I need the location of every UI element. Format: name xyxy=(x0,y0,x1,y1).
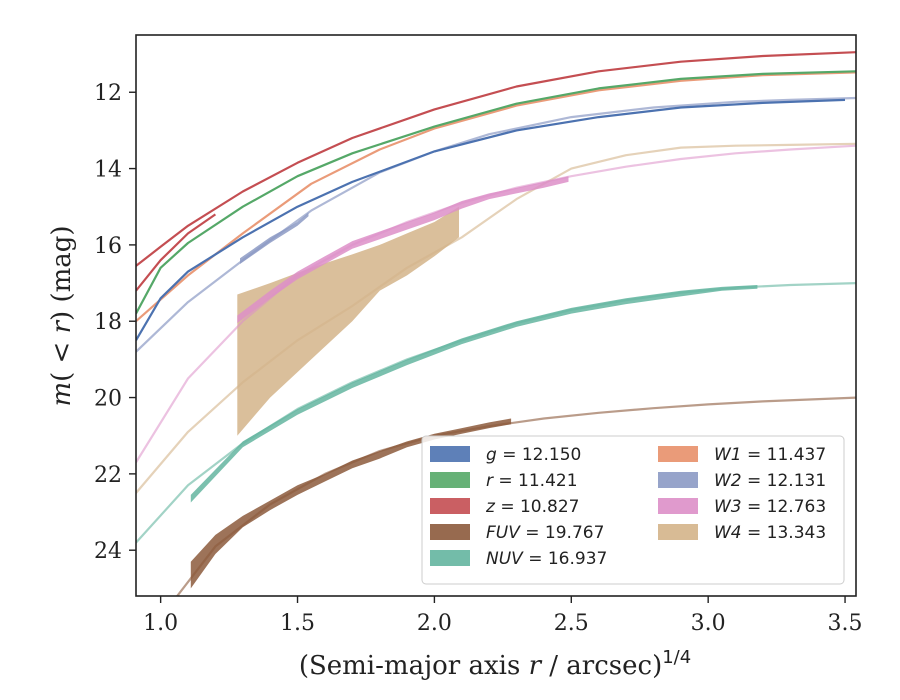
legend-box xyxy=(421,435,845,585)
series-line-nuv xyxy=(136,282,856,544)
y-tick-label: 16 xyxy=(94,234,122,259)
series-band-w4 xyxy=(237,206,459,436)
series-line-fuv xyxy=(175,396,856,596)
legend-label-nuv: NUV = 16.937 xyxy=(486,549,607,569)
legend-swatch-r xyxy=(430,472,470,488)
y-tick-label: 12 xyxy=(94,81,122,106)
x-tick-label: 3.0 xyxy=(691,611,726,636)
x-tick-label: 2.0 xyxy=(417,611,452,636)
legend-label-z: z = 10.827 xyxy=(485,497,579,517)
ticks-layer: 1.0 1.5 2.0 2.5 3.0 3.5 12 14 16 18 20 22 24 xyxy=(94,81,863,636)
y-axis-label: m( < r) (mag) xyxy=(47,225,77,406)
y-tick-label: 24 xyxy=(94,539,122,564)
x-tick-label: 3.5 xyxy=(828,611,863,636)
legend-label-g: g = 12.150 xyxy=(486,445,581,465)
series-line-w1 xyxy=(136,71,856,323)
legend-swatch-fuv xyxy=(430,524,470,540)
series-line-w4 xyxy=(136,142,856,494)
series-line-z-inner xyxy=(136,213,217,292)
legend-label-w2: W2 = 12.131 xyxy=(714,471,826,491)
y-tick-label: 22 xyxy=(94,463,122,488)
legend-label-w4: W4 = 13.343 xyxy=(714,523,826,543)
x-tick-label: 2.5 xyxy=(554,611,589,636)
x-axis-label: (Semi-major axis r / arcsec)1/4 xyxy=(299,647,691,681)
legend-swatch-z xyxy=(430,498,470,514)
series-line-g xyxy=(136,98,846,341)
legend-label-w1: W1 = 11.437 xyxy=(714,445,826,465)
legend-swatch-w1 xyxy=(658,446,698,462)
y-tick-label: 20 xyxy=(94,387,122,412)
y-tick-label: 18 xyxy=(94,310,122,335)
y-tick-label: 14 xyxy=(94,158,122,183)
series-line-w3 xyxy=(136,144,856,463)
plot-frame xyxy=(135,34,857,597)
legend-swatch-w4 xyxy=(658,524,698,540)
x-tick-label: 1.5 xyxy=(280,611,315,636)
legend-label-w3: W3 = 12.763 xyxy=(714,497,826,517)
legend-label-fuv: FUV = 19.767 xyxy=(486,523,604,543)
series-line-w2 xyxy=(136,96,856,353)
series-line-r xyxy=(136,70,856,315)
legend-swatch-w2 xyxy=(658,472,698,488)
legend: g = 12.150 r = 11.421 z = 10.827 FUV = 19.7… xyxy=(421,435,845,585)
legend-swatch-g xyxy=(430,446,470,462)
series-layer xyxy=(136,51,856,596)
legend-swatch-nuv xyxy=(430,550,470,566)
series-line-z xyxy=(136,51,856,267)
x-tick-label: 1.0 xyxy=(143,611,178,636)
legend-swatch-w3 xyxy=(658,498,698,514)
legend-label-r: r = 11.421 xyxy=(486,471,578,491)
